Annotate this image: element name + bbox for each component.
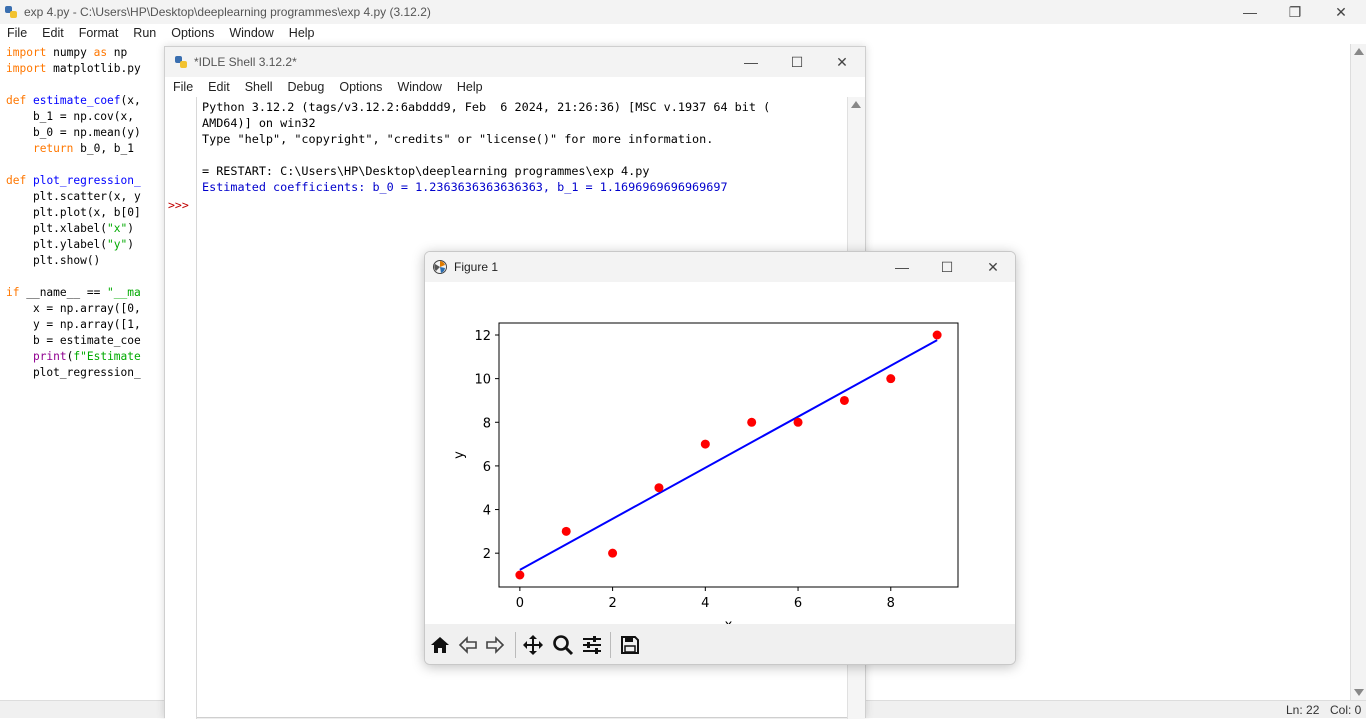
scatter-point: [515, 570, 525, 580]
shell-title: *IDLE Shell 3.12.2*: [194, 55, 297, 69]
figure-title: Figure 1: [454, 260, 499, 274]
status-line: Ln: 22: [1286, 703, 1320, 717]
home-icon[interactable]: [428, 634, 452, 656]
matplotlib-icon: [433, 260, 447, 274]
minimize-button[interactable]: —: [1243, 4, 1257, 20]
figure-toolbar: [425, 624, 1015, 664]
y-tick-label: 12: [474, 329, 491, 344]
editor-title: exp 4.py - C:\Users\HP\Desktop\deeplearn…: [24, 5, 431, 19]
minimize-button[interactable]: —: [744, 54, 758, 70]
configure-icon[interactable]: [580, 634, 604, 656]
shell-prompt: >>>: [168, 198, 189, 212]
shell-output[interactable]: Python 3.12.2 (tags/v3.12.2:6abddd9, Feb…: [202, 99, 770, 195]
x-tick-label: 2: [608, 596, 616, 611]
shell-gutter: >>>: [165, 97, 197, 719]
status-column: Col: 0: [1330, 703, 1362, 717]
menu-format[interactable]: Format: [78, 26, 119, 40]
python-icon: [175, 56, 187, 68]
x-tick-label: 4: [701, 596, 709, 611]
scroll-down-icon[interactable]: [1354, 689, 1364, 696]
y-tick-label: 4: [483, 504, 491, 519]
scatter-point: [654, 483, 664, 493]
shell-line: Type "help", "copyright", "credits" or "…: [202, 132, 714, 146]
close-button[interactable]: ✕: [1335, 3, 1347, 20]
minimize-button[interactable]: —: [895, 259, 909, 275]
shell-menubar: File Edit Shell Debug Options Window Hel…: [173, 77, 498, 97]
scatter-point: [932, 330, 942, 340]
menu-options[interactable]: Options: [339, 80, 383, 94]
x-tick-label: 8: [887, 596, 895, 611]
plot-canvas[interactable]: 0246824681012xy: [425, 282, 1015, 633]
figure-titlebar[interactable]: Figure 1 — ☐ ✕: [425, 252, 1015, 282]
close-button[interactable]: ✕: [987, 258, 999, 275]
save-icon[interactable]: [618, 634, 642, 656]
forward-icon[interactable]: [483, 634, 507, 656]
maximize-button[interactable]: ☐: [940, 258, 954, 275]
zoom-icon[interactable]: [551, 634, 575, 656]
shell-line: Estimated coefficients: b_0 = 1.23636363…: [202, 180, 728, 194]
scroll-up-icon[interactable]: [1354, 48, 1364, 55]
editor-titlebar[interactable]: exp 4.py - C:\Users\HP\Desktop\deeplearn…: [0, 0, 1366, 24]
y-tick-label: 2: [483, 547, 491, 562]
menu-help[interactable]: Help: [288, 26, 315, 40]
shell-line: Python 3.12.2 (tags/v3.12.2:6abddd9, Feb…: [202, 100, 771, 114]
scatter-point: [561, 526, 571, 536]
menu-file[interactable]: File: [7, 26, 28, 40]
editor-scrollbar[interactable]: [1350, 44, 1366, 700]
x-tick-label: 0: [516, 596, 524, 611]
y-axis-label: y: [452, 451, 467, 459]
figure-window: Figure 1 — ☐ ✕ 0246824681012xy: [424, 251, 1016, 665]
scatter-point: [700, 439, 710, 449]
y-tick-label: 6: [483, 460, 491, 475]
toolbar-separator: [515, 632, 516, 658]
menu-options[interactable]: Options: [171, 26, 215, 40]
menu-help[interactable]: Help: [456, 80, 483, 94]
pan-icon[interactable]: [521, 634, 545, 656]
scatter-point: [608, 548, 618, 558]
close-button[interactable]: ✕: [836, 53, 848, 70]
shell-line: [202, 147, 770, 163]
menu-window[interactable]: Window: [229, 26, 274, 40]
menu-window[interactable]: Window: [397, 80, 442, 94]
scatter-point: [747, 417, 757, 427]
restore-button[interactable]: ❐: [1288, 3, 1302, 20]
y-tick-label: 10: [474, 373, 491, 388]
menu-run[interactable]: Run: [133, 26, 157, 40]
menu-debug[interactable]: Debug: [287, 80, 325, 94]
python-icon: [5, 6, 17, 18]
scroll-up-icon[interactable]: [851, 101, 861, 108]
shell-line: AMD64)] on win32: [202, 116, 316, 130]
menu-shell[interactable]: Shell: [244, 80, 273, 94]
maximize-button[interactable]: ☐: [790, 53, 804, 70]
y-tick-label: 8: [483, 416, 491, 431]
menu-edit[interactable]: Edit: [208, 80, 230, 94]
scatter-point: [886, 374, 896, 384]
regression-line: [519, 339, 938, 571]
editor-menubar: File Edit Format Run Options Window Help: [7, 24, 330, 42]
shell-titlebar[interactable]: *IDLE Shell 3.12.2* — ☐ ✕: [165, 47, 865, 77]
x-tick-label: 6: [794, 596, 802, 611]
scatter-point: [793, 417, 803, 427]
menu-file[interactable]: File: [173, 80, 194, 94]
shell-line: = RESTART: C:\Users\HP\Desktop\deeplearn…: [202, 164, 650, 178]
scatter-point: [839, 395, 849, 405]
toolbar-separator: [610, 632, 611, 658]
menu-edit[interactable]: Edit: [42, 26, 64, 40]
code-editor[interactable]: import numpy as np import matplotlib.py …: [6, 46, 141, 379]
regression-chart: 0246824681012xy: [452, 322, 959, 633]
back-icon[interactable]: [456, 634, 480, 656]
